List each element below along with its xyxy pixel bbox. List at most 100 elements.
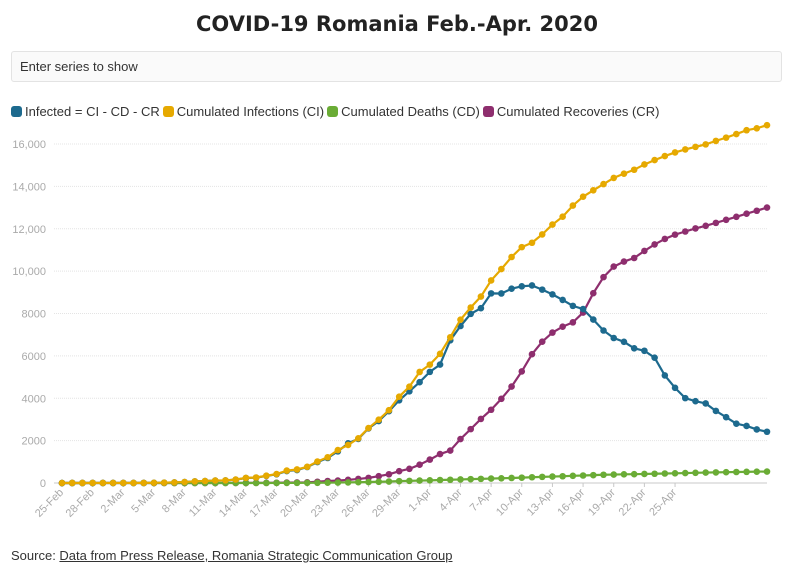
series-line	[61, 284, 768, 485]
x-tick-label: 11-Mar	[187, 486, 220, 519]
data-point	[375, 478, 383, 486]
data-point	[160, 479, 168, 486]
data-point	[467, 425, 475, 433]
data-point	[590, 186, 597, 194]
legend-item[interactable]: Cumulated Recoveries (CR)	[482, 104, 659, 119]
data-point	[590, 316, 597, 323]
data-point	[58, 479, 66, 487]
x-tick-label: 7-Apr	[468, 486, 496, 514]
data-point	[600, 273, 607, 281]
series-search[interactable]	[11, 51, 782, 82]
x-tick-label: 23-Mar	[309, 486, 342, 519]
source-prefix: Source:	[11, 548, 60, 563]
data-point	[334, 446, 342, 454]
data-point	[385, 470, 393, 478]
data-point	[303, 479, 311, 487]
data-point	[733, 213, 740, 221]
data-point	[569, 302, 577, 310]
x-tick-label: 19-Apr	[586, 486, 618, 518]
data-point	[722, 413, 730, 421]
data-point	[263, 472, 270, 480]
y-tick-label: 16,000	[12, 139, 46, 151]
data-point	[753, 125, 761, 132]
data-point	[467, 304, 475, 311]
legend: Infected = CI - CD - CR Cumulated Infecti…	[11, 104, 662, 119]
data-point	[508, 285, 515, 293]
data-point	[171, 479, 178, 486]
data-point	[446, 447, 454, 454]
data-point	[252, 474, 260, 481]
data-point	[477, 293, 485, 300]
data-point	[416, 461, 423, 468]
data-point	[559, 472, 566, 480]
data-point	[273, 479, 280, 487]
data-point	[569, 202, 577, 209]
x-tick-label: 2-Mar	[99, 486, 128, 515]
data-point	[641, 161, 648, 168]
data-point	[579, 305, 587, 313]
data-point	[436, 350, 444, 358]
data-point	[630, 345, 638, 352]
data-point	[406, 465, 413, 473]
legend-swatch	[327, 106, 339, 117]
data-point	[68, 479, 76, 487]
y-tick-label: 12,000	[12, 224, 46, 236]
data-point	[671, 149, 679, 156]
series-line	[62, 206, 768, 485]
data-point	[681, 228, 689, 235]
data-point	[181, 478, 188, 486]
data-point	[344, 479, 352, 486]
legend-item[interactable]: Cumulated Infections (CI)	[162, 104, 324, 119]
data-point	[590, 471, 597, 479]
data-point	[293, 479, 301, 487]
data-point	[661, 372, 669, 379]
data-point	[702, 222, 709, 230]
data-point	[620, 470, 628, 478]
data-point	[692, 225, 699, 232]
data-point	[671, 231, 679, 238]
x-tick-label: 4-Apr	[437, 486, 465, 514]
x-tick-label: 25-Feb	[33, 487, 66, 520]
data-point	[528, 473, 536, 481]
data-point	[355, 435, 362, 442]
data-point	[681, 146, 689, 153]
data-point	[283, 467, 291, 474]
data-point	[406, 383, 413, 390]
legend-item[interactable]: Cumulated Deaths (CD)	[327, 104, 480, 119]
data-point	[457, 316, 464, 324]
data-point	[743, 126, 750, 134]
data-point	[314, 479, 321, 487]
data-point	[191, 478, 199, 485]
data-point	[467, 310, 475, 318]
data-point	[395, 467, 403, 475]
data-point	[538, 473, 546, 481]
data-point	[692, 397, 699, 405]
data-point	[610, 174, 618, 182]
data-point	[743, 468, 750, 476]
data-point	[722, 134, 730, 141]
data-point	[395, 477, 403, 485]
data-point	[733, 420, 740, 427]
data-point	[293, 466, 301, 473]
data-point	[559, 296, 566, 304]
legend-item[interactable]: Infected = CI - CD - CR	[11, 104, 160, 119]
y-tick-label: 8000	[22, 309, 46, 321]
data-point	[600, 180, 607, 188]
data-point	[528, 350, 536, 358]
x-tick-label: 20-Mar	[278, 486, 311, 519]
series-search-input[interactable]	[12, 52, 781, 81]
data-point	[395, 393, 403, 400]
data-point	[518, 368, 526, 375]
y-tick-label: 0	[40, 478, 46, 490]
data-point	[743, 210, 750, 218]
data-point	[426, 456, 434, 463]
x-tick-label: 1-Apr	[406, 486, 434, 514]
data-point	[508, 474, 515, 482]
data-point	[712, 219, 720, 227]
x-tick-label: 22-Apr	[617, 486, 649, 518]
data-point	[651, 354, 658, 361]
x-tick-label: 17-Mar	[248, 486, 281, 519]
x-tick-label: 25-Apr	[647, 486, 679, 518]
x-tick-label: 8-Mar	[160, 486, 189, 515]
source-link[interactable]: Data from Press Release, Romania Strateg…	[59, 548, 453, 563]
